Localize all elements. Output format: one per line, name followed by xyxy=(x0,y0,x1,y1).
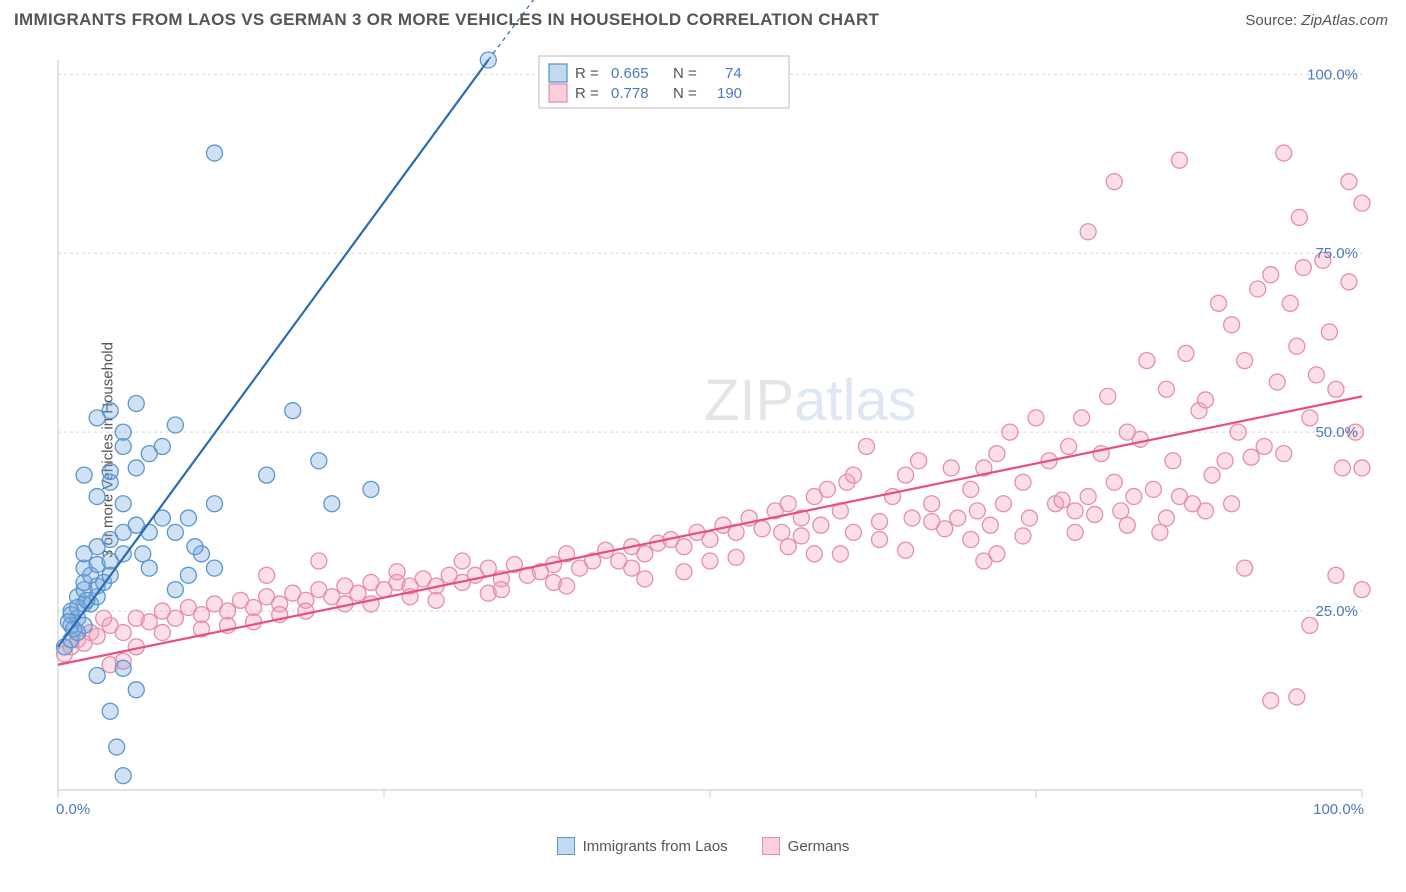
legend-item-laos: Immigrants from Laos xyxy=(557,837,728,855)
svg-text:100.0%: 100.0% xyxy=(1307,66,1358,83)
source-text: Source: ZipAtlas.com xyxy=(1245,12,1388,29)
svg-text:0.665: 0.665 xyxy=(611,65,649,82)
svg-text:R =: R = xyxy=(575,65,599,82)
svg-text:74: 74 xyxy=(725,65,742,82)
svg-text:100.0%: 100.0% xyxy=(1313,801,1364,818)
svg-text:R =: R = xyxy=(575,85,599,102)
svg-text:75.0%: 75.0% xyxy=(1315,245,1358,262)
legend-swatch-pink xyxy=(762,837,780,855)
svg-text:0.778: 0.778 xyxy=(611,85,649,102)
legend-swatch-blue xyxy=(557,837,575,855)
chart-title: IMMIGRANTS FROM LAOS VS GERMAN 3 OR MORE… xyxy=(14,10,879,30)
watermark: ZIPatlas xyxy=(704,368,917,433)
svg-text:0.0%: 0.0% xyxy=(56,801,90,818)
svg-text:25.0%: 25.0% xyxy=(1315,603,1358,620)
svg-text:190: 190 xyxy=(717,85,742,102)
scatter-plot: ZIPatlas R = 0.665 N = 74 R = 0.778 N = 190 25.… xyxy=(44,40,1390,830)
svg-text:50.0%: 50.0% xyxy=(1315,424,1358,441)
svg-text:N =: N = xyxy=(673,85,697,102)
legend-item-germans: Germans xyxy=(762,837,850,855)
svg-text:N =: N = xyxy=(673,65,697,82)
